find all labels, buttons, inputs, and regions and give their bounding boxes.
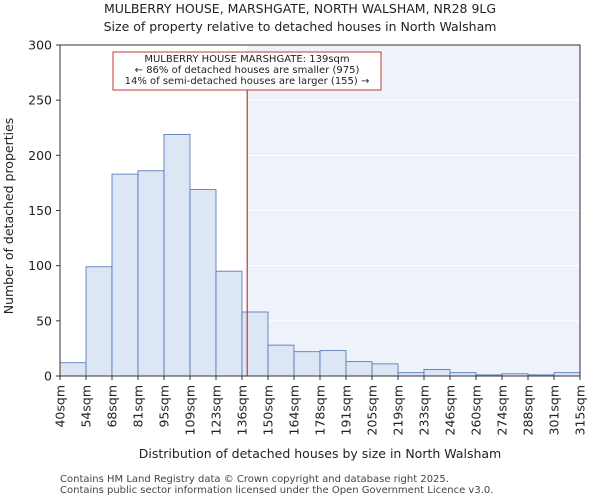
histogram-bar [345,361,373,377]
marker-annotation: MULBERRY HOUSE MARSHGATE: 139sqm ← 86% o… [112,51,382,91]
x-tick-label: 274sqm [495,385,510,435]
y-axis-label: Number of detached properties [1,118,16,315]
x-tick-label: 301sqm [547,385,562,435]
y-tick-label: 50 [36,313,52,328]
histogram-bar [137,170,165,377]
x-axis-label: Distribution of detached houses by size … [139,446,501,461]
x-tick-label: 95sqm [157,385,172,428]
y-tick-label: 0 [44,369,52,384]
histogram-bar [215,270,243,377]
y-tick-label: 250 [28,93,52,108]
x-tick-label: 191sqm [339,385,354,435]
x-tick-label: 178sqm [313,385,328,435]
x-tick-label: 164sqm [287,385,302,435]
x-tick-label: 123sqm [209,385,224,435]
x-tick-label: 205sqm [365,385,380,435]
x-tick-label: 40sqm [53,385,68,428]
histogram-bar [371,363,399,377]
x-tick-label: 109sqm [183,385,198,435]
x-tick-label: 150sqm [261,385,276,435]
histogram-bar [59,362,87,377]
x-tick-label: 288sqm [521,385,536,435]
x-tick-label: 68sqm [105,385,120,428]
x-tick-label: 81sqm [131,385,146,428]
histogram-bar [163,133,191,377]
x-tick-label: 54sqm [79,385,94,428]
histogram-bar [111,173,139,377]
histogram-bar [241,311,269,377]
chart-title: MULBERRY HOUSE, MARSHGATE, NORTH WALSHAM… [103,1,497,16]
annotation-line-3: 14% of semi-detached houses are larger (… [125,76,370,87]
histogram-bar [267,344,295,377]
x-tick-label: 246sqm [443,385,458,435]
y-tick-label: 300 [28,38,52,53]
chart-subtitle: Size of property relative to detached ho… [103,19,497,34]
annotation-line-1: MULBERRY HOUSE MARSHGATE: 139sqm [144,54,349,65]
histogram-bar [423,368,451,377]
histogram-bar [189,189,217,377]
y-tick-label: 100 [28,258,52,273]
footer-copyright: Contains HM Land Registry data © Crown c… [60,474,449,485]
x-tick-label: 315sqm [573,385,588,435]
x-tick-label: 233sqm [417,385,432,435]
y-tick-label: 150 [28,203,52,218]
x-tick-label: 260sqm [469,385,484,435]
annotation-line-2: ← 86% of detached houses are smaller (97… [135,65,360,76]
x-tick-label: 136sqm [235,385,250,435]
histogram-bar [293,351,321,377]
x-tick-label: 219sqm [391,385,406,435]
annotation-box [112,51,382,91]
y-tick-label: 200 [28,148,52,163]
histogram-bar [319,350,347,377]
histogram-bar [85,266,113,377]
footer-licence: Contains public sector information licen… [60,485,494,496]
